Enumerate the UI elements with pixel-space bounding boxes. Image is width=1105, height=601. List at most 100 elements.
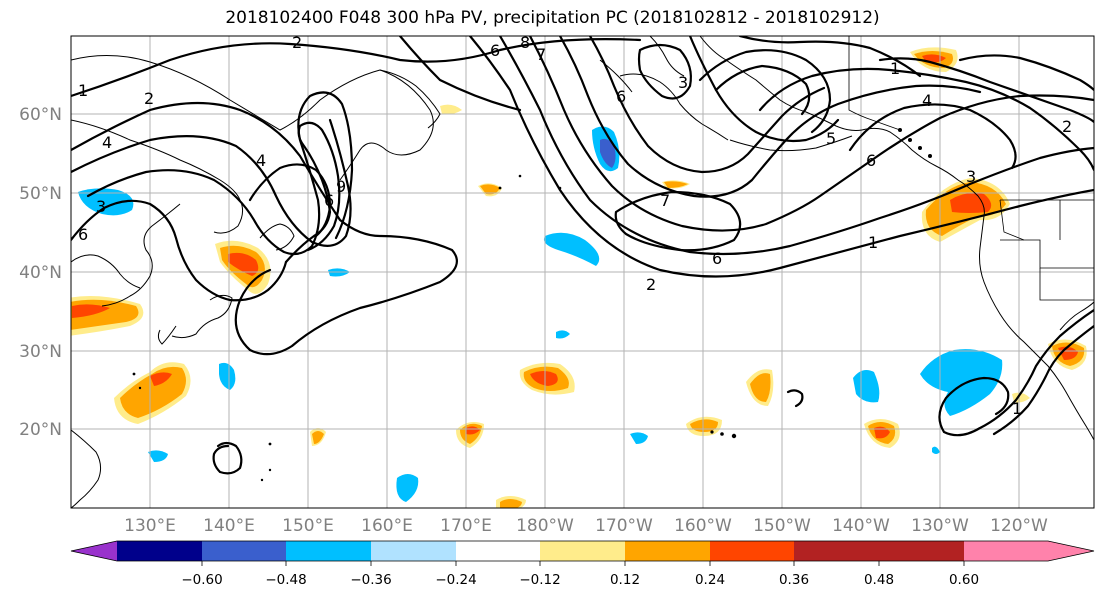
pv-contour — [71, 199, 288, 302]
precip-area — [78, 188, 134, 216]
precip-area — [228, 252, 259, 276]
contour-label: 6 — [712, 249, 722, 268]
contour-label: 1 — [78, 81, 88, 100]
colorbar-tick-label: −0.36 — [350, 572, 391, 588]
contour-label: 2 — [292, 33, 302, 52]
colorbar-tick-label: 0.36 — [779, 572, 809, 588]
lon-tick-label: 140°E — [203, 516, 255, 536]
coastline — [71, 119, 244, 234]
lon-tick-label: 130°E — [124, 516, 176, 536]
pv-contour — [588, 36, 826, 174]
coastline — [1059, 301, 1094, 331]
coastline — [101, 203, 181, 307]
longitude-labels: 130°E 140°E 150°E 160°E 170°E 180°W 170°… — [124, 516, 1048, 536]
pv-contour — [558, 36, 982, 198]
pv-contour — [738, 36, 922, 78]
contour-label: 3 — [96, 197, 106, 216]
contour-labels: 2 6 8 7 1 2 4 6 4 3 6 9 5 6 4 3 7 6 2 1 … — [78, 33, 1072, 418]
precip-area — [750, 373, 771, 402]
island — [918, 146, 922, 150]
precip-area — [150, 372, 172, 386]
contour-label: 6 — [616, 87, 626, 106]
island — [928, 154, 932, 158]
pv-contour — [848, 103, 1017, 170]
colorbar-tick-label: −0.48 — [265, 572, 306, 588]
colorbar-segment — [710, 541, 794, 561]
precip-area — [853, 370, 880, 403]
contour-label: 7 — [536, 45, 546, 64]
lat-tick-label: 40°N — [19, 263, 62, 283]
lon-tick-label: 130°W — [911, 516, 969, 536]
precip-area — [543, 232, 600, 266]
pv-contour — [614, 190, 742, 252]
colorbar-segment — [286, 541, 371, 561]
precip-area — [480, 184, 500, 195]
coastline — [619, 73, 729, 141]
coastline — [979, 215, 1094, 441]
lon-tick-label: 140°W — [832, 516, 890, 536]
colorbar-tick-label: −0.12 — [519, 572, 560, 588]
colorbar-segment — [879, 541, 964, 561]
colorbar-left-extension — [71, 541, 117, 561]
pv-contour — [992, 324, 1094, 436]
colorbar-tick-label: 0.24 — [695, 572, 725, 588]
pv-contour — [212, 441, 243, 475]
pv-contour — [71, 118, 352, 247]
coastline — [71, 254, 141, 289]
contour-label: 2 — [144, 89, 154, 108]
island — [260, 478, 264, 482]
colorbar-segment — [117, 541, 202, 561]
precip-area — [874, 426, 890, 439]
colorbar-tick-label: 0.60 — [949, 572, 979, 588]
island — [132, 372, 136, 376]
colorbar: −0.60 −0.48 −0.36 −0.24 −0.12 0.12 0.24 … — [70, 540, 1095, 588]
precip-area — [466, 426, 480, 435]
positive-precip-red — [72, 54, 1078, 439]
lon-tick-label: 180°W — [516, 516, 574, 536]
colorbar-outline — [70, 540, 1095, 562]
pv-contour — [398, 36, 522, 112]
contour-label: 4 — [102, 133, 112, 152]
map-title: 2018102400 F048 300 hPa PV, precipitatio… — [225, 8, 880, 28]
contour-label: 2 — [1062, 117, 1072, 136]
contour-label: 3 — [678, 73, 688, 92]
lat-tick-label: 60°N — [19, 105, 62, 125]
lon-tick-label: 150°E — [282, 516, 334, 536]
pv-contour — [878, 57, 1094, 124]
latitude-labels: 20°N 30°N 40°N 50°N 60°N — [19, 105, 62, 440]
pv-contour — [498, 36, 1094, 256]
negative-precip-areas — [78, 126, 1003, 502]
contour-label: 4 — [922, 91, 932, 110]
lat-tick-label: 20°N — [19, 420, 62, 440]
lon-tick-label: 160°E — [361, 516, 413, 536]
island — [498, 186, 502, 190]
contour-label: 6 — [78, 225, 88, 244]
colorbar-segment — [371, 541, 456, 561]
precip-area — [664, 181, 688, 188]
colorbar-segment — [540, 541, 625, 561]
pv-contour — [758, 67, 1094, 172]
colorbar-right-extension — [964, 541, 1094, 561]
pv-contour — [528, 36, 1094, 232]
border-line — [848, 36, 901, 131]
contour-label: 2 — [646, 275, 656, 294]
precip-area — [500, 499, 522, 508]
island — [268, 468, 272, 472]
contour-label: 4 — [256, 151, 266, 170]
contour-label: 9 — [336, 177, 346, 196]
lon-tick-label: 150°W — [753, 516, 811, 536]
colorbar-tick-label: 0.48 — [864, 572, 894, 588]
pv-contours — [71, 36, 1094, 475]
precip-area — [312, 431, 324, 444]
colorbar-segment — [202, 541, 286, 561]
precip-area — [396, 474, 419, 502]
pv-contour — [86, 91, 354, 256]
pv-contour — [714, 64, 811, 116]
island — [268, 442, 272, 446]
contour-label: 1 — [890, 59, 900, 78]
map-gridlines — [71, 36, 1094, 508]
contour-label: 7 — [660, 191, 670, 210]
lat-tick-label: 50°N — [19, 184, 62, 204]
contour-label: 1 — [1012, 399, 1022, 418]
